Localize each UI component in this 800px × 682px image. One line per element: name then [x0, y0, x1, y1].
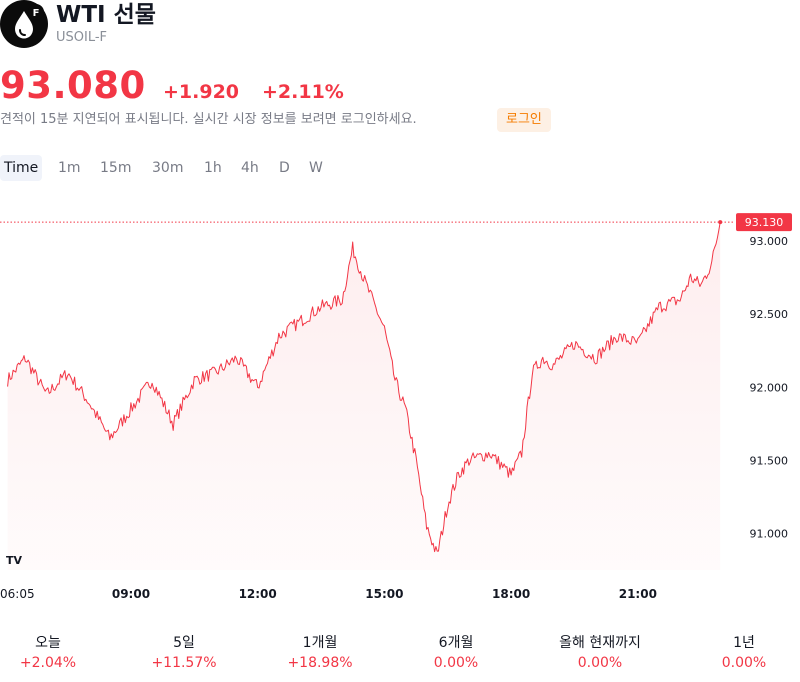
period-5d[interactable]: 5일 +11.57% [114, 632, 254, 672]
performance-periods: 오늘 +2.04% 5일 +11.57% 1개월 +18.98% 6개월 0.0… [0, 632, 800, 676]
delay-notice: 견적이 15분 지연되어 표시됩니다. 실시간 시장 정보를 보려면 로그인하세… [0, 112, 417, 127]
period-1mo[interactable]: 1개월 +18.98% [250, 632, 390, 672]
period-label: 오늘 [35, 635, 61, 651]
period-label: 올해 현재까지 [559, 635, 641, 651]
x-tick-label: 09:00 [112, 587, 150, 601]
y-tick-label: 93.000 [750, 235, 789, 248]
x-tick-label: 12:00 [239, 587, 277, 601]
y-tick-label: 91.500 [750, 454, 789, 467]
tab-1h[interactable]: 1h [204, 160, 222, 176]
last-price: 93.080 [0, 64, 146, 107]
x-tick-label: 15:00 [365, 587, 403, 601]
period-value: +2.04% [19, 655, 77, 671]
period-value: +11.57% [151, 655, 217, 671]
login-button[interactable]: 로그인 [497, 108, 551, 132]
last-price-tag [736, 213, 792, 232]
y-tick-label: 92.000 [750, 381, 789, 394]
period-label: 1년 [733, 635, 755, 651]
page-title: WTI 선물 [56, 2, 156, 28]
tradingview-logo-icon[interactable]: TV [6, 554, 23, 567]
period-label: 1개월 [302, 635, 338, 651]
period-value: +18.98% [287, 655, 353, 671]
tab-time[interactable]: Time [0, 155, 43, 181]
y-tick-label: 92.500 [750, 308, 789, 321]
last-point-marker [718, 220, 723, 225]
period-label: 5일 [173, 635, 195, 651]
price-change: +1.920 [163, 81, 240, 103]
tab-w[interactable]: W [309, 160, 323, 176]
logo-letter: F [33, 8, 40, 19]
symbol-header: F WTI 선물 USOIL-F [0, 0, 800, 50]
price-area-fill [7, 222, 721, 570]
tab-30m[interactable]: 30m [152, 160, 184, 176]
tab-15m[interactable]: 15m [100, 160, 132, 176]
period-value: 0.00% [577, 655, 623, 671]
period-today[interactable]: 오늘 +2.04% [0, 632, 118, 672]
tab-d[interactable]: D [279, 160, 290, 176]
period-6mo[interactable]: 6개월 0.00% [386, 632, 526, 672]
price-line [7, 222, 721, 553]
price-chart[interactable]: 93.130 93.000 92.500 92.000 91.500 91.000 06… [0, 190, 800, 610]
price-change-percent: +2.11% [262, 81, 344, 103]
oil-drop-logo-icon: F [0, 0, 48, 48]
x-tick-label: 18:00 [492, 587, 530, 601]
tab-1m[interactable]: 1m [58, 160, 81, 176]
y-tick-label: 91.000 [750, 527, 789, 540]
period-value: 0.00% [721, 655, 767, 671]
period-label: 6개월 [438, 635, 474, 651]
last-price-label: 93.130 [745, 216, 784, 229]
x-tick-label: 06:05 [0, 587, 35, 601]
symbol-ticker: USOIL-F [56, 30, 108, 45]
period-1y[interactable]: 1년 0.00% [674, 632, 800, 672]
svg-text:TV: TV [6, 554, 23, 567]
x-tick-label: 21:00 [619, 587, 657, 601]
tab-4h[interactable]: 4h [241, 160, 259, 176]
period-ytd[interactable]: 올해 현재까지 0.00% [530, 632, 670, 672]
period-value: 0.00% [433, 655, 479, 671]
